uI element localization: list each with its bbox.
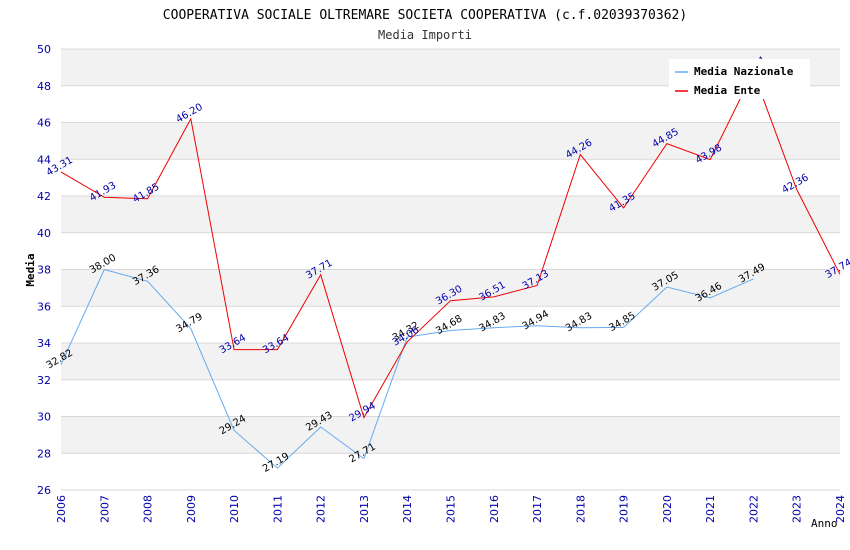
legend-label-media-nazionale: Media Nazionale (694, 65, 794, 78)
x-tick-label: 2021 (704, 495, 717, 523)
y-tick-label: 40 (37, 227, 51, 240)
series-line-media-nazionale (60, 268, 754, 469)
y-tick-label: 26 (37, 484, 51, 497)
grid-band (61, 453, 840, 490)
x-tick-label: 2017 (531, 495, 544, 523)
x-tick-label: 2018 (574, 495, 587, 523)
y-axis-ticks: 26 28 30 32 34 36 38 40 42 44 46 48 50 (37, 43, 51, 497)
legend-box (669, 59, 810, 99)
grid-band (61, 306, 840, 343)
grid-band (61, 232, 840, 270)
x-tick-label: 2023 (791, 495, 804, 523)
x-tick-label: 2014 (401, 495, 414, 523)
x-tick-label: 2007 (98, 495, 111, 523)
y-tick-label: 50 (37, 43, 51, 56)
x-tick-label: 2016 (488, 495, 501, 523)
x-tick-label: 2008 (142, 495, 155, 523)
grid-bands (61, 49, 840, 490)
grid-band (61, 122, 840, 160)
x-axis-label: Anno (811, 517, 838, 530)
chart-title: COOPERATIVA SOCIALE OLTREMARE SOCIETA CO… (163, 8, 687, 23)
grid-band (61, 416, 840, 454)
series-line-media-ente (60, 70, 841, 419)
y-tick-label: 48 (37, 80, 51, 93)
y-tick-label: 34 (37, 337, 51, 350)
x-tick-label: 2020 (661, 495, 674, 523)
y-tick-label: 42 (37, 190, 51, 203)
x-tick-label: 2022 (747, 495, 760, 523)
x-tick-label: 2006 (55, 495, 68, 523)
x-tick-label: 2011 (271, 495, 284, 523)
x-tick-label: 2013 (358, 495, 371, 523)
x-tick-label: 2024 (834, 495, 847, 523)
y-tick-label: 32 (37, 374, 51, 387)
y-tick-label: 44 (37, 153, 51, 166)
x-tick-label: 2010 (228, 495, 241, 523)
y-tick-label: 36 (37, 300, 51, 313)
x-tick-label: 2009 (185, 495, 198, 523)
grid-band (61, 269, 840, 307)
grid-band (61, 343, 840, 380)
legend: Media Nazionale Media Ente (669, 59, 810, 99)
y-tick-label: 38 (37, 264, 51, 277)
chart-subtitle: Media Importi (378, 28, 472, 42)
y-axis-label: Media (24, 253, 37, 286)
y-tick-label: 28 (37, 447, 51, 460)
grid-band (61, 196, 840, 233)
series-lines (60, 70, 841, 469)
grid-band (61, 379, 840, 417)
x-tick-label: 2012 (315, 495, 328, 523)
x-tick-label: 2015 (445, 495, 458, 523)
y-tick-label: 30 (37, 411, 51, 424)
y-tick-label: 46 (37, 117, 51, 130)
x-axis-ticks: 2006 2007 2008 2009 2010 2011 2012 2013 2014 2015… (55, 495, 847, 523)
x-tick-label: 2019 (618, 495, 631, 523)
grid-band (61, 159, 840, 196)
legend-label-media-ente: Media Ente (694, 84, 761, 97)
